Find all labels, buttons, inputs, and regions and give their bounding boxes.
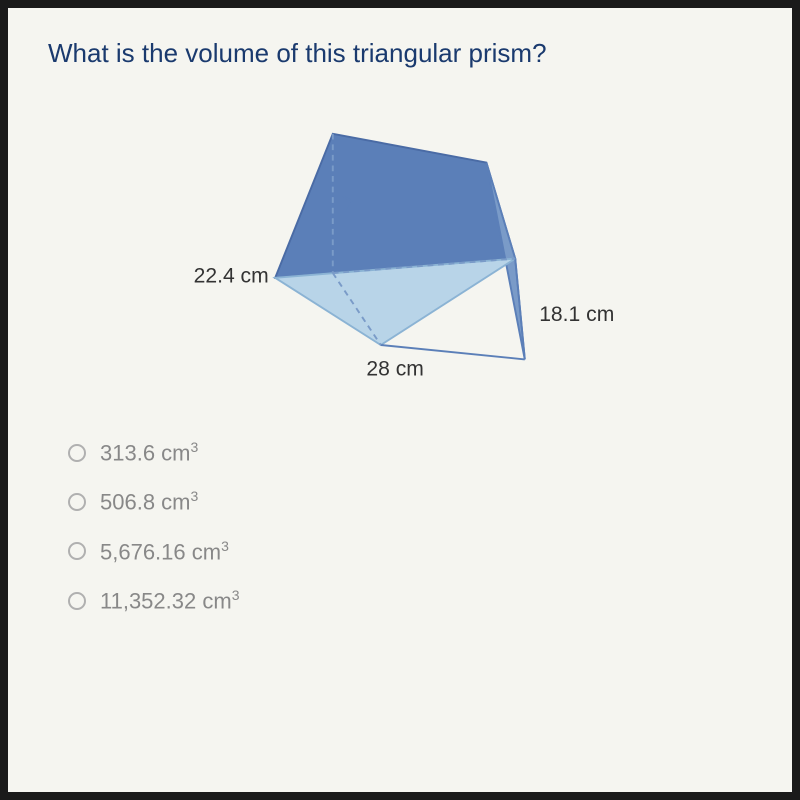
answer-text: 313.6 cm3	[100, 439, 198, 466]
answer-text: 5,676.16 cm3	[100, 538, 229, 565]
question-text: What is the volume of this triangular pr…	[48, 38, 752, 69]
answer-option[interactable]: 313.6 cm3	[68, 439, 752, 466]
triangular-prism-diagram: 22.4 cm 18.1 cm 28 cm	[160, 109, 640, 389]
answer-option[interactable]: 11,352.32 cm3	[68, 587, 752, 614]
answer-option[interactable]: 5,676.16 cm3	[68, 538, 752, 565]
radio-button-icon[interactable]	[68, 592, 86, 610]
radio-button-icon[interactable]	[68, 444, 86, 462]
prism-diagram-container: 22.4 cm 18.1 cm 28 cm	[48, 109, 752, 389]
screen-frame: What is the volume of this triangular pr…	[0, 0, 800, 800]
radio-button-icon[interactable]	[68, 542, 86, 560]
radio-button-icon[interactable]	[68, 493, 86, 511]
prism-top-face	[275, 134, 515, 278]
height-label: 22.4 cm	[194, 265, 269, 288]
base-label: 28 cm	[366, 358, 423, 381]
content-area: What is the volume of this triangular pr…	[8, 8, 792, 792]
answer-text: 11,352.32 cm3	[100, 587, 239, 614]
answer-text: 506.8 cm3	[100, 488, 198, 515]
answer-option[interactable]: 506.8 cm3	[68, 488, 752, 515]
answer-options-list: 313.6 cm3 506.8 cm3 5,676.16 cm3 11,352.…	[68, 439, 752, 614]
depth-label: 18.1 cm	[539, 303, 614, 326]
